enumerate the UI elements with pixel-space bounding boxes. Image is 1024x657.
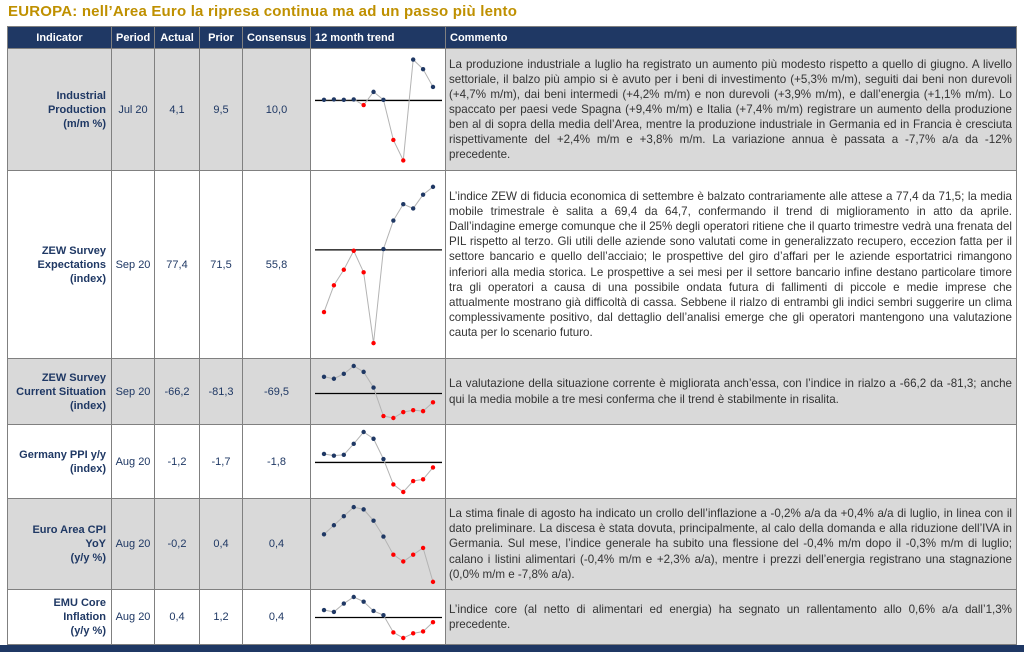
period-cell: Jul 20 [111, 48, 155, 171]
trend-cell [310, 170, 446, 359]
indicator-unit: (index) [69, 399, 106, 412]
bottom-divider-bar [0, 645, 1024, 652]
comment-cell: La produzione industriale a luglio ha re… [445, 48, 1017, 171]
column-header-prior: Prior [199, 26, 243, 49]
consensus-cell: 0,4 [242, 498, 311, 590]
trend-cell [310, 424, 446, 499]
consensus-cell: -1,8 [242, 424, 311, 499]
prior-cell: 0,4 [199, 498, 243, 590]
prior-cell: -1,7 [199, 424, 243, 499]
indicator-unit: (m/m %) [63, 117, 106, 130]
comment-cell: L’indice ZEW di fiducia economica di set… [445, 170, 1017, 359]
trend-sparkline-chart [314, 363, 442, 420]
table-row-germany-ppi: Germany PPI y/y (index) Aug 20 -1,2 -1,7… [7, 424, 1017, 499]
indicator-unit: (y/y %) [70, 625, 106, 637]
indicator-cell: Industrial Production (m/m %) [7, 48, 112, 171]
consensus-cell: 0,4 [242, 589, 311, 645]
header-row: Indicator Period Actual Prior Consensus … [7, 26, 1017, 49]
prior-cell: -81,3 [199, 358, 243, 425]
prior-cell: 1,2 [199, 589, 243, 645]
actual-cell: 4,1 [154, 48, 200, 171]
trend-sparkline-chart [321, 504, 435, 584]
indicator-name: Industrial Production [47, 89, 106, 116]
column-header-consensus: Consensus [242, 26, 311, 49]
actual-cell: -66,2 [154, 358, 200, 425]
column-header-trend: 12 month trend [310, 26, 446, 49]
indicator-cell: Euro Area CPI YoY (y/y %) [7, 498, 112, 590]
indicator-cell: EMU Core Inflation (y/y %) [7, 589, 112, 645]
indicator-name: EMU Core Inflation [53, 597, 106, 623]
indicator-name: Euro Area CPI YoY [32, 524, 106, 550]
indicator-name: ZEW Survey Expectations [37, 244, 106, 271]
indicator-name: ZEW Survey Current Situation [16, 371, 106, 398]
period-cell: Aug 20 [111, 424, 155, 499]
indicator-cell: ZEW Survey Current Situation (index) [7, 358, 112, 425]
indicator-unit: (y/y %) [70, 552, 106, 564]
indicator-unit: (index) [69, 462, 106, 475]
indicator-name: Germany PPI y/y [19, 448, 106, 461]
prior-cell: 71,5 [199, 170, 243, 359]
consensus-cell: -69,5 [242, 358, 311, 425]
table-row-euro-area-cpi: Euro Area CPI YoY (y/y %) Aug 20 -0,2 0,… [7, 498, 1017, 590]
consensus-cell: 55,8 [242, 170, 311, 359]
trend-cell [310, 498, 446, 590]
period-cell: Sep 20 [111, 358, 155, 425]
comment-cell: La valutazione della situazione corrente… [445, 358, 1017, 425]
trend-sparkline-chart [314, 184, 442, 345]
actual-cell: 77,4 [154, 170, 200, 359]
table-row-emu-core-inflation: EMU Core Inflation (y/y %) Aug 20 0,4 1,… [7, 589, 1017, 645]
column-header-actual: Actual [154, 26, 200, 49]
table-row-industrial-production: Industrial Production (m/m %) Jul 20 4,1… [7, 48, 1017, 171]
trend-cell [310, 589, 446, 645]
table-row-zew-current-situation: ZEW Survey Current Situation (index) Sep… [7, 358, 1017, 425]
actual-cell: -0,2 [154, 498, 200, 590]
indicator-cell: ZEW Survey Expectations (index) [7, 170, 112, 359]
prior-cell: 9,5 [199, 48, 243, 171]
actual-cell: 0,4 [154, 589, 200, 645]
comment-cell [445, 424, 1017, 499]
column-header-indicator: Indicator [7, 26, 112, 49]
page-title: EUROPA: nell’Area Euro la ripresa contin… [8, 3, 518, 20]
table-row-zew-expectations: ZEW Survey Expectations (index) Sep 20 7… [7, 170, 1017, 359]
trend-cell [310, 358, 446, 425]
column-header-comment: Commento [445, 26, 1017, 49]
trend-cell [310, 48, 446, 171]
indicator-unit: (index) [69, 272, 106, 285]
comment-cell: La stima finale di agosto ha indicato un… [445, 498, 1017, 590]
comment-cell: L’indice core (al netto di alimentari ed… [445, 589, 1017, 645]
column-header-period: Period [111, 26, 155, 49]
actual-cell: -1,2 [154, 424, 200, 499]
period-cell: Aug 20 [111, 589, 155, 645]
trend-sparkline-chart [314, 429, 442, 494]
consensus-cell: 10,0 [242, 48, 311, 171]
indicator-report-table: Indicator Period Actual Prior Consensus … [7, 26, 1017, 645]
period-cell: Aug 20 [111, 498, 155, 590]
period-cell: Sep 20 [111, 170, 155, 359]
trend-sparkline-chart [314, 594, 442, 640]
trend-sparkline-chart [314, 56, 442, 163]
indicator-cell: Germany PPI y/y (index) [7, 424, 112, 499]
